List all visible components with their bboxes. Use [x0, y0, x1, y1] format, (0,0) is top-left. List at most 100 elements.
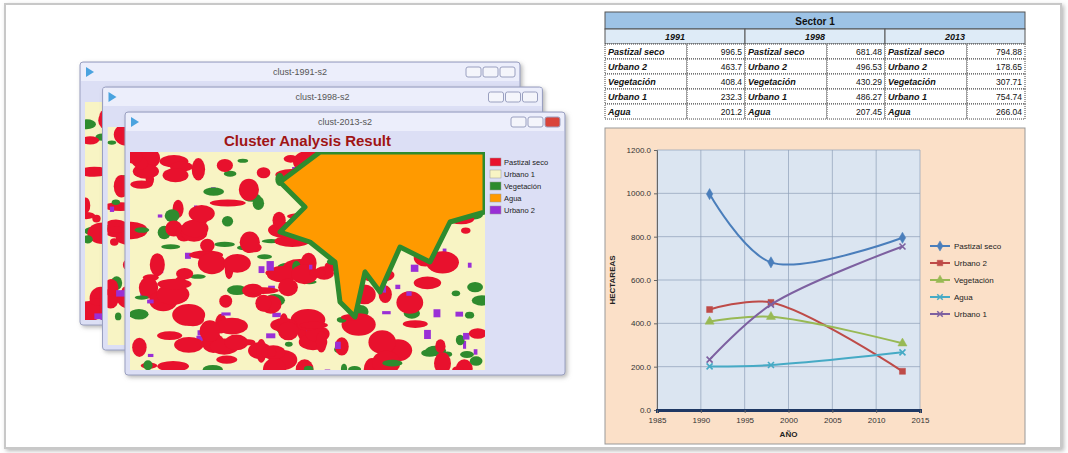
- window-button[interactable]: [466, 67, 481, 77]
- map-patch: [382, 311, 391, 314]
- table-cell: [745, 89, 827, 104]
- plot-title: Cluster Analysis Result: [224, 132, 391, 149]
- table-cell: [605, 44, 687, 59]
- map-patch: [200, 320, 221, 341]
- window-button[interactable]: [528, 117, 543, 127]
- window-button[interactable]: [511, 117, 526, 127]
- map-patch: [221, 312, 230, 315]
- map-patch: [452, 290, 460, 296]
- map-patch: [434, 352, 451, 370]
- table-header-cell: [885, 29, 1025, 44]
- table-text: 266.04: [996, 107, 1022, 117]
- table-cell: [885, 89, 967, 104]
- table-cell: [687, 89, 745, 104]
- map-patch: [435, 339, 445, 353]
- table-text: 794.88: [996, 47, 1022, 57]
- series-line: [710, 352, 903, 366]
- map-patch: [110, 238, 119, 245]
- map-patch: [85, 136, 99, 144]
- table-cell: [967, 44, 1025, 59]
- window-button[interactable]: [523, 92, 538, 102]
- table-header: 1991: [665, 32, 685, 42]
- table-text: Urbano 1: [608, 92, 647, 102]
- map-patch: [172, 304, 205, 326]
- tick-mark: [832, 410, 833, 413]
- legend-swatch: [490, 206, 501, 214]
- tick-mark: [654, 193, 657, 194]
- map-patch: [257, 254, 272, 259]
- page: clust-1991-s2clust-1998-s2clust-2013-s2C…: [0, 0, 1068, 453]
- title-bar: [126, 113, 564, 131]
- map-patch: [309, 265, 312, 270]
- table-cell: [687, 104, 745, 119]
- tick: 2010: [868, 410, 886, 425]
- window-icon: [131, 117, 139, 127]
- data-table: Sector 1199119982013Pastizal seco996.5Pa…: [605, 12, 1025, 119]
- map-ground: [130, 152, 485, 370]
- table-text: Urbano 2: [748, 62, 787, 72]
- map-patch: [342, 313, 376, 336]
- legend-label: Agua: [954, 293, 973, 302]
- tick: 2000: [780, 410, 798, 425]
- window-button[interactable]: [500, 67, 515, 77]
- window-button[interactable]: [545, 117, 560, 127]
- series-point: [705, 316, 714, 324]
- table-text: 430.29: [856, 77, 882, 87]
- table-text: Urbano 1: [748, 92, 787, 102]
- tick-mark: [654, 323, 657, 324]
- map-patch: [161, 244, 180, 249]
- map-patch: [455, 312, 463, 317]
- table-text: 232.3: [721, 92, 743, 102]
- table-cell: [885, 59, 967, 74]
- series-point: [899, 232, 905, 243]
- tick-label: 1985: [649, 416, 667, 425]
- tick-mark: [654, 280, 657, 281]
- table-text: 681.48: [856, 47, 882, 57]
- tick-label: 1995: [736, 416, 754, 425]
- map-patch: [157, 279, 191, 289]
- table-text: 207.45: [856, 107, 882, 117]
- map-patch: [148, 354, 154, 357]
- map-patch: [203, 188, 224, 196]
- tick: 2015: [912, 410, 930, 425]
- map-patch: [85, 197, 90, 213]
- map-patch: [198, 253, 226, 274]
- tick-mark: [701, 410, 702, 413]
- map-patch: [467, 282, 483, 292]
- window-button[interactable]: [483, 67, 498, 77]
- map-patch: [468, 263, 472, 268]
- series-line: [710, 246, 903, 359]
- map-patch: [143, 360, 152, 370]
- plot-marks: [705, 189, 907, 375]
- map-patch: [325, 369, 331, 370]
- map-patch: [192, 158, 205, 180]
- table-title: Sector 1: [795, 16, 835, 27]
- series-point: [766, 312, 775, 320]
- series-point: [899, 349, 905, 355]
- map-patch: [296, 359, 314, 370]
- map-patch: [396, 291, 423, 314]
- table-text: Urbano 2: [888, 62, 927, 72]
- x-axis-title: AÑO: [780, 430, 798, 439]
- window-button[interactable]: [506, 92, 521, 102]
- window-button[interactable]: [489, 92, 504, 102]
- series-point: [899, 368, 905, 374]
- table-title-cell: [605, 12, 1025, 29]
- map-patch: [266, 333, 275, 338]
- legend-marker: [936, 275, 944, 282]
- map-patch: [278, 322, 299, 341]
- table-text: Vegetación: [748, 77, 796, 87]
- table-cell: [967, 74, 1025, 89]
- table-text: Pastizal seco: [888, 47, 945, 57]
- table-text: Pastizal seco: [748, 47, 805, 57]
- window: clust-2013-s2Cluster Analysis ResultPast…: [115, 112, 565, 381]
- table-text: 408.4: [721, 77, 743, 87]
- table-text: Agua: [747, 107, 771, 117]
- legend-label: Urbano 2: [954, 259, 987, 268]
- map-patch: [335, 337, 349, 355]
- table-cell: [745, 59, 827, 74]
- table-header: 2013: [944, 32, 965, 42]
- table-text: 463.7: [721, 62, 743, 72]
- grid-line: [920, 150, 921, 410]
- map-patch: [461, 227, 470, 233]
